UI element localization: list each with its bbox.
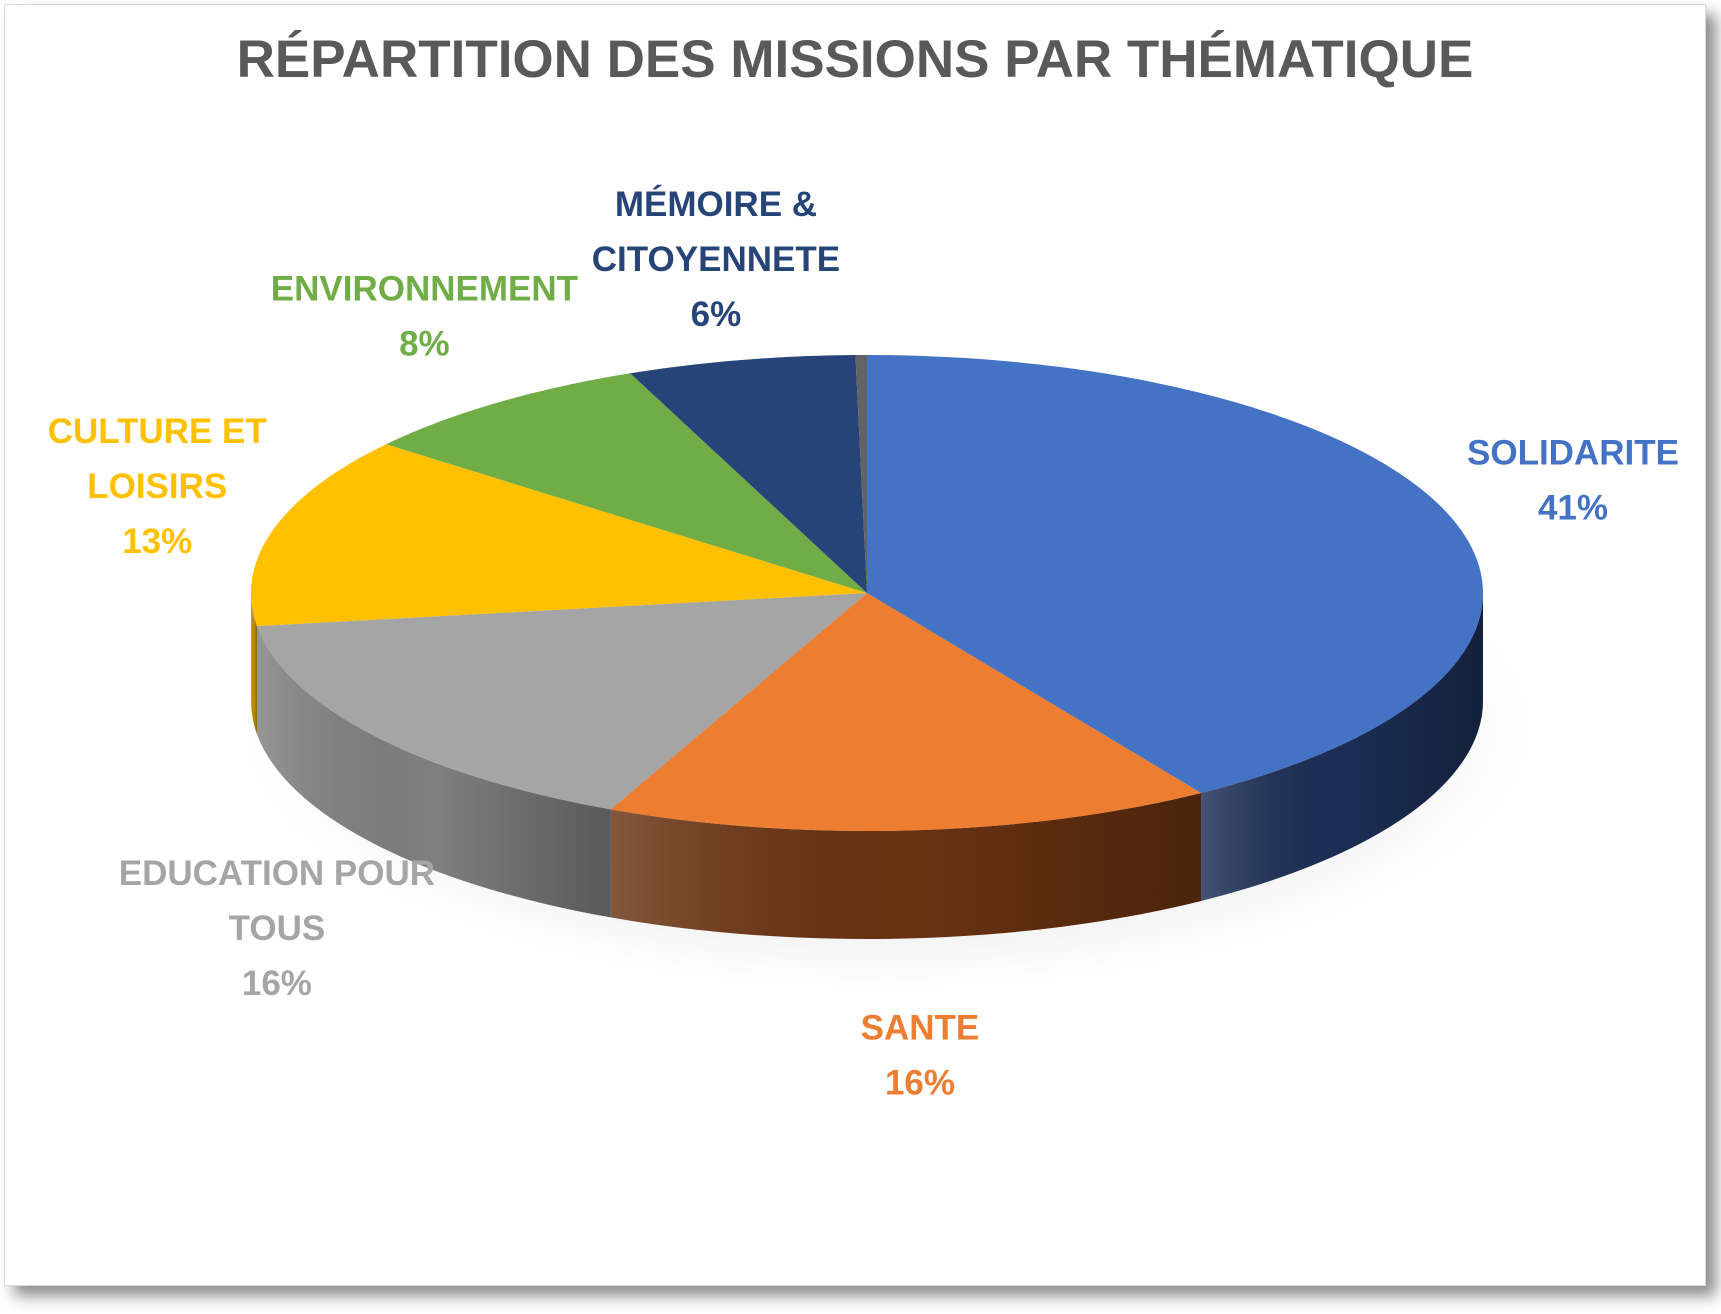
pie-slice-culture-et-loisirs [251, 444, 867, 627]
pie-slice-environnement [386, 373, 867, 593]
pie-side-shade-solidarite [1201, 593, 1483, 901]
data-label-memoire-citoyennete: MÉMOIRE & CITOYENNETE 6% [592, 184, 840, 334]
data-label-sante: SANTE 16% [861, 1009, 980, 1103]
data-label-category: MÉMOIRE & [615, 184, 817, 224]
data-label-category: CITOYENNETE [592, 240, 840, 279]
pie-slice-solidarite [867, 355, 1483, 793]
data-label-value: 16% [242, 964, 312, 1003]
pie-slice-autre [855, 355, 867, 593]
pie-slice-memoire-citoyennete [630, 355, 867, 593]
data-label-category: LOISIRS [87, 467, 227, 506]
data-label-category: ENVIRONNEMENT [271, 270, 578, 309]
chart-title: RÉPARTITION DES MISSIONS PAR THÉMATIQUE [236, 30, 1474, 89]
chart-area: RÉPARTITION DES MISSIONS PAR THÉMATIQUE … [4, 4, 1706, 1286]
data-label-value: 6% [691, 295, 742, 334]
data-label-value: 8% [399, 325, 450, 364]
data-label-value: 13% [122, 522, 192, 561]
data-label-education-pour-tous: EDUCATION POUR TOUS 16% [119, 854, 435, 1003]
data-label-category: SOLIDARITE [1467, 434, 1679, 473]
pie-side-shade-culture-et-loisirs [251, 593, 257, 735]
pie-side-shade-sante [610, 792, 1202, 940]
data-label-environnement: ENVIRONNEMENT 8% [271, 270, 578, 364]
pie-slice-sante [610, 593, 1202, 831]
data-label-category: CULTURE ET [48, 412, 267, 451]
data-label-culture-et-loisirs: CULTURE ET LOISIRS 13% [48, 412, 267, 561]
data-label-value: 41% [1538, 489, 1608, 528]
data-label-category: EDUCATION POUR [119, 854, 435, 893]
data-label-category: SANTE [861, 1009, 980, 1048]
pie-side-shade-education-pour-tous [256, 626, 611, 918]
data-label-category: TOUS [229, 909, 326, 948]
pie-slice-education-pour-tous [256, 593, 867, 810]
data-label-value: 16% [885, 1064, 955, 1103]
pie-chart: SOLIDARITE 41% SANTE 16% EDUCATION POUR TOUS 1… [48, 184, 1679, 1103]
data-label-solidarite: SOLIDARITE 41% [1467, 434, 1679, 528]
